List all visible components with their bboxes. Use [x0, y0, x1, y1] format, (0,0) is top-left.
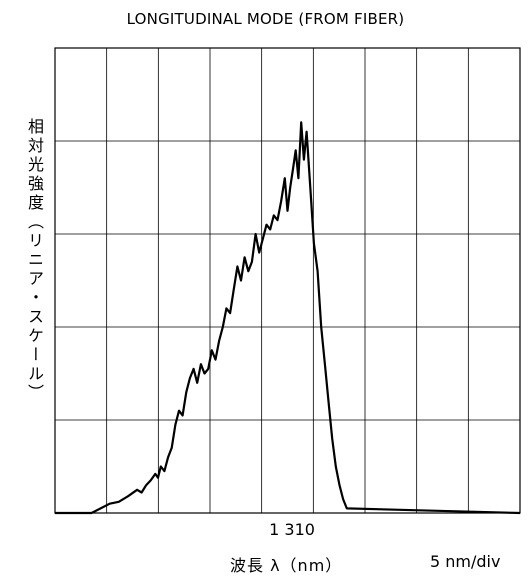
- scale-label: 5 nm/div: [430, 552, 501, 571]
- grid: [55, 48, 520, 513]
- y-axis-label: 相対光強度（リニア・スケール）: [25, 117, 44, 403]
- chart-title: LONGITUDINAL MODE (FROM FIBER): [126, 10, 405, 28]
- plot-frame: [54, 47, 521, 514]
- series-line: [55, 121, 521, 515]
- x-axis-label: 波長 λ（nm）: [230, 556, 343, 575]
- x-tick-label: 1 310: [269, 520, 315, 539]
